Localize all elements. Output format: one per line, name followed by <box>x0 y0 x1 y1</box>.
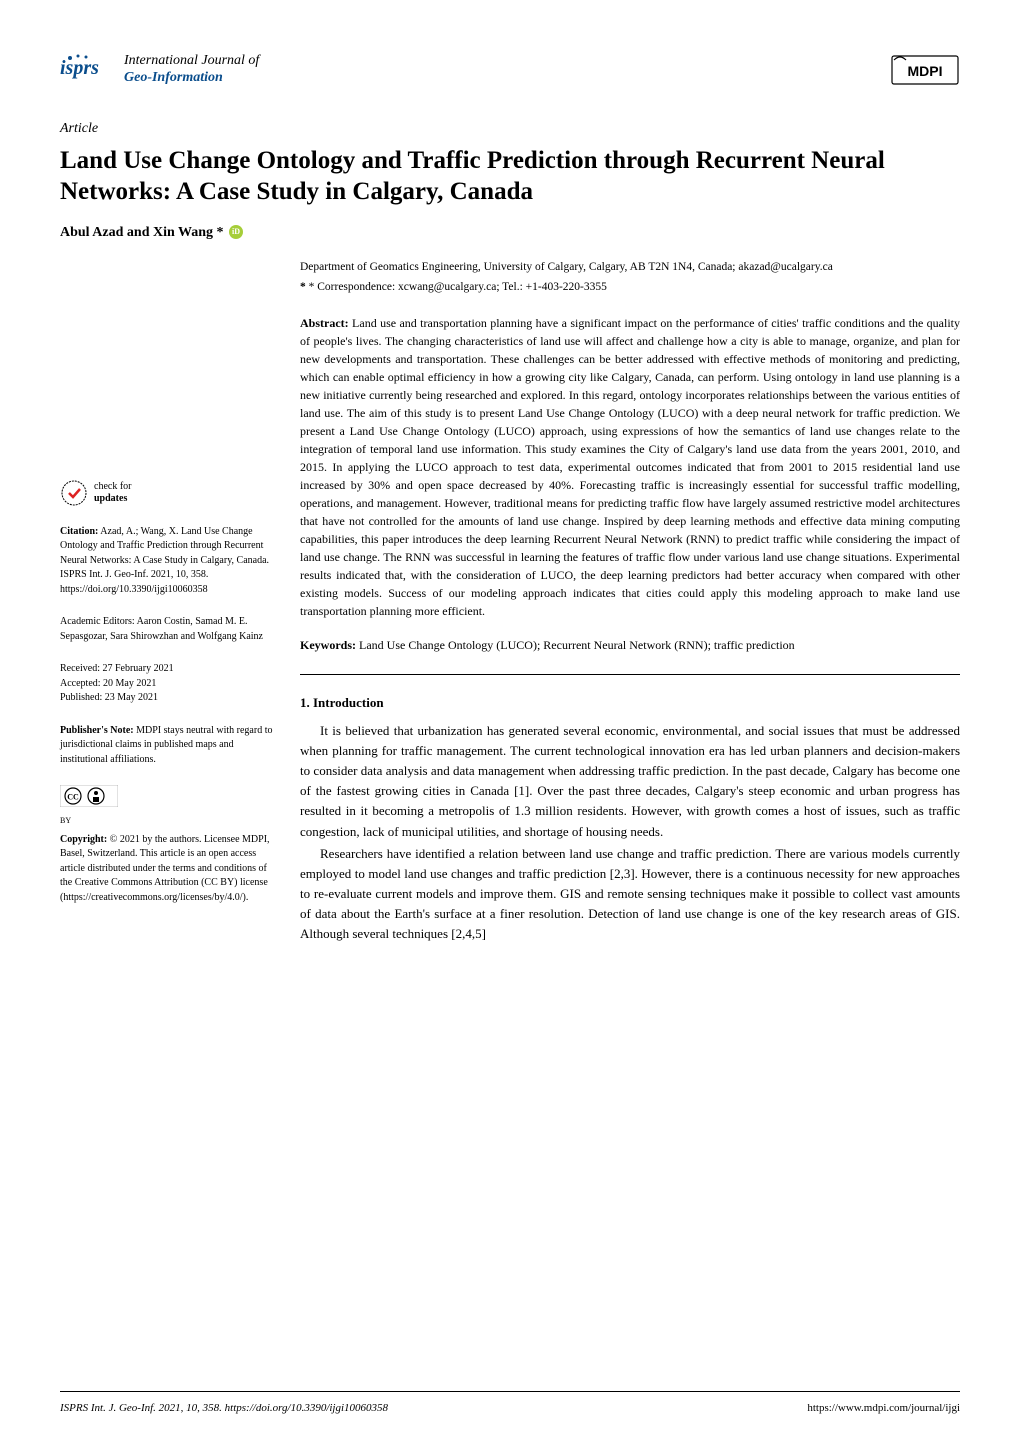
mdpi-logo-icon: MDPI <box>890 50 960 90</box>
body-para-1: It is believed that urbanization has gen… <box>300 721 960 842</box>
svg-text:MDPI: MDPI <box>908 63 943 79</box>
editors-block: Academic Editors: Aaron Costin, Samad M.… <box>60 615 276 644</box>
journal-name-line2: Geo-Information <box>124 70 223 85</box>
section-1-heading: 1. Introduction <box>300 693 960 713</box>
correspondence-text: * Correspondence: xcwang@ucalgary.ca; Te… <box>309 281 607 293</box>
editors-text: Academic Editors: Aaron Costin, Samad M.… <box>60 616 263 642</box>
article-title: Land Use Change Ontology and Traffic Pre… <box>60 145 960 208</box>
journal-name-line1: International Journal of <box>124 53 259 68</box>
check-updates-block[interactable]: check for updates <box>60 479 276 507</box>
authors-text: Abul Azad and Xin Wang * <box>60 225 224 240</box>
check-updates-text: check for updates <box>94 481 131 505</box>
published-date: Published: 23 May 2021 <box>60 692 158 703</box>
svg-text:CC: CC <box>67 793 79 802</box>
received-date: Received: 27 February 2021 <box>60 663 174 674</box>
authors: Abul Azad and Xin Wang * <box>60 222 960 243</box>
article-type-label: Article <box>60 118 960 139</box>
abstract-label: Abstract: <box>300 316 349 330</box>
accepted-date: Accepted: 20 May 2021 <box>60 678 156 689</box>
body-para-2: Researchers have identified a relation b… <box>300 844 960 945</box>
page-footer: ISPRS Int. J. Geo-Inf. 2021, 10, 358. ht… <box>60 1391 960 1417</box>
svg-text:isprs: isprs <box>60 57 99 79</box>
cc-badge[interactable]: CC <box>60 785 276 807</box>
citation-block: Citation: Azad, A.; Wang, X. Land Use Ch… <box>60 525 276 598</box>
keywords: Keywords: Land Use Change Ontology (LUCO… <box>300 636 960 654</box>
license-block: CC BY Copyright: © 2021 by the authors. … <box>60 785 276 905</box>
keywords-text: Land Use Change Ontology (LUCO); Recurre… <box>359 638 795 652</box>
check-updates-icon <box>60 479 88 507</box>
check-updates-line1: check for <box>94 481 131 492</box>
abstract-text: Land use and transportation planning hav… <box>300 316 960 618</box>
sidebar: check for updates Citation: Azad, A.; Wa… <box>60 259 276 947</box>
journal-logo-block: isprs International Journal of Geo-Infor… <box>60 50 259 90</box>
orcid-icon[interactable] <box>229 225 243 239</box>
footer-left: ISPRS Int. J. Geo-Inf. 2021, 10, 358. ht… <box>60 1400 388 1417</box>
citation-label: Citation: <box>60 526 98 537</box>
cc-by-label: BY <box>60 815 276 827</box>
dates-block: Received: 27 February 2021 Accepted: 20 … <box>60 662 276 706</box>
page-container: isprs International Journal of Geo-Infor… <box>0 0 1020 1442</box>
affiliation: Department of Geomatics Engineering, Uni… <box>300 259 960 276</box>
isprs-logo-icon: isprs <box>60 50 116 90</box>
check-updates-line2: updates <box>94 493 127 504</box>
divider <box>300 674 960 675</box>
content-wrap: check for updates Citation: Azad, A.; Wa… <box>60 259 960 947</box>
journal-name: International Journal of Geo-Information <box>124 53 259 87</box>
footer-right: https://www.mdpi.com/journal/ijgi <box>807 1400 960 1417</box>
main-column: Department of Geomatics Engineering, Uni… <box>300 259 960 947</box>
publishers-note-label: Publisher's Note: <box>60 725 134 736</box>
keywords-label: Keywords: <box>300 638 356 652</box>
publishers-note-block: Publisher's Note: MDPI stays neutral wit… <box>60 724 276 768</box>
copyright-label: Copyright: <box>60 834 107 845</box>
correspondence: * * Correspondence: xcwang@ucalgary.ca; … <box>300 279 960 296</box>
abstract: Abstract: Land use and transportation pl… <box>300 314 960 620</box>
header-bar: isprs International Journal of Geo-Infor… <box>60 50 960 90</box>
cc-by-icon: CC <box>60 785 118 807</box>
